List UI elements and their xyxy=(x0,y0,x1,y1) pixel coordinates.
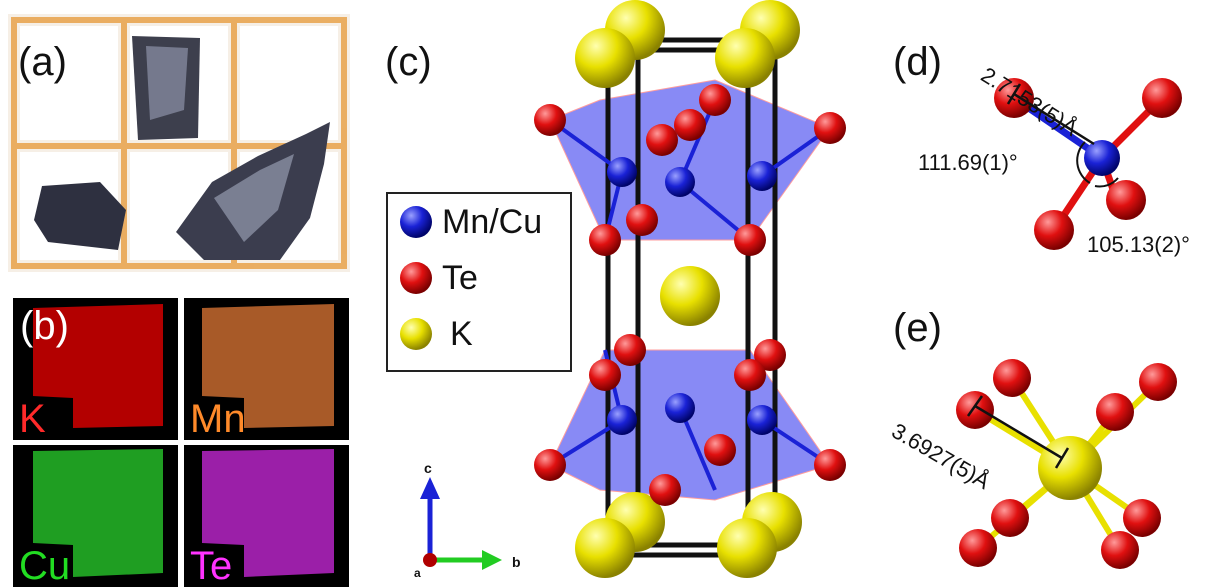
eds-map-te-drawing xyxy=(202,449,334,577)
te-atom xyxy=(814,449,846,481)
te-atom xyxy=(646,124,678,156)
bond-angle-1: 111.69(1)° xyxy=(918,150,1018,175)
te-atom xyxy=(991,499,1029,537)
te-atom xyxy=(1106,180,1146,220)
atom-legend: Mn/Cu Te K xyxy=(386,192,572,372)
mn-cu-swatch xyxy=(400,206,432,238)
eds-map-label-cu: Cu xyxy=(19,544,71,587)
te-atom xyxy=(534,104,566,136)
te-atom xyxy=(704,434,736,466)
panel-label-b: (b) xyxy=(20,304,69,348)
eds-map-cu-drawing xyxy=(33,449,163,577)
te-atom xyxy=(1034,210,1074,250)
eds-map-te: Te xyxy=(184,445,349,587)
k-atom xyxy=(575,518,635,578)
panel-label-c: (c) xyxy=(385,40,432,84)
k-atom xyxy=(660,266,720,326)
te-atom xyxy=(699,84,731,116)
te-atom xyxy=(993,359,1031,397)
k-atom xyxy=(1038,436,1102,500)
crystal-photo xyxy=(8,14,350,272)
panel-label-a: (a) xyxy=(18,40,67,84)
te-atom xyxy=(814,112,846,144)
k-atom xyxy=(717,518,777,578)
legend-label-te: Te xyxy=(442,258,478,297)
te-atom xyxy=(994,78,1034,118)
te-atom xyxy=(674,109,706,141)
axis-label-a: a xyxy=(414,566,421,580)
mn-cu-atom xyxy=(607,405,637,435)
te-atom xyxy=(1123,499,1161,537)
te-atom xyxy=(734,224,766,256)
te-atom xyxy=(614,334,646,366)
panel-label-d: (d) xyxy=(893,40,942,84)
legend-label-k: K xyxy=(450,314,473,353)
mn-cu-atom xyxy=(747,405,777,435)
axis-label-c: c xyxy=(424,460,432,476)
mn-cu-atom xyxy=(607,157,637,187)
legend-item-mn-cu: Mn/Cu xyxy=(398,200,542,244)
legend-item-k: K xyxy=(398,312,473,356)
te-atom xyxy=(1101,531,1139,569)
k-coordination-diagram xyxy=(956,359,1177,569)
eds-map-k: K xyxy=(13,298,178,440)
te-atom xyxy=(956,391,994,429)
te-atom xyxy=(1142,78,1182,118)
te-atom xyxy=(589,359,621,391)
eds-map-mn: Mn xyxy=(184,298,349,440)
mn-cu-atom xyxy=(665,167,695,197)
eds-map-mn-drawing xyxy=(202,304,334,428)
eds-map-label-k: K xyxy=(19,397,46,440)
legend-label-mn-cu: Mn/Cu xyxy=(442,202,543,241)
te-atom xyxy=(734,359,766,391)
eds-map-label-te: Te xyxy=(190,544,233,587)
legend-item-te: Te xyxy=(398,256,478,300)
te-atom xyxy=(589,224,621,256)
axis-indicator: c b a xyxy=(414,460,521,580)
mn-cu-atom xyxy=(1084,140,1120,176)
k-swatch xyxy=(400,318,432,350)
crystal-photo-drawing xyxy=(8,14,350,272)
crystal-structure-diagram xyxy=(534,0,846,578)
te-atom xyxy=(1096,393,1134,431)
mn-cu-atom xyxy=(665,393,695,423)
eds-map-label-mn: Mn xyxy=(190,397,246,440)
k-atom xyxy=(715,28,775,88)
te-atom xyxy=(649,474,681,506)
eds-map-k-drawing xyxy=(33,304,163,428)
te-atom xyxy=(959,529,997,567)
bond-angle-2: 105.13(2)° xyxy=(1087,232,1190,257)
axis-label-b: b xyxy=(512,554,521,570)
unit-cell-edges xyxy=(605,37,778,558)
panel-label-e: (e) xyxy=(893,306,942,350)
te-atom xyxy=(1139,363,1177,401)
te-atom xyxy=(534,449,566,481)
k-atom xyxy=(575,28,635,88)
eds-map-cu: Cu xyxy=(13,445,178,587)
te-swatch xyxy=(400,262,432,294)
te-atom xyxy=(754,339,786,371)
te-atom xyxy=(626,204,658,236)
tetrahedron-diagram xyxy=(994,78,1182,250)
mn-cu-atom xyxy=(747,161,777,191)
